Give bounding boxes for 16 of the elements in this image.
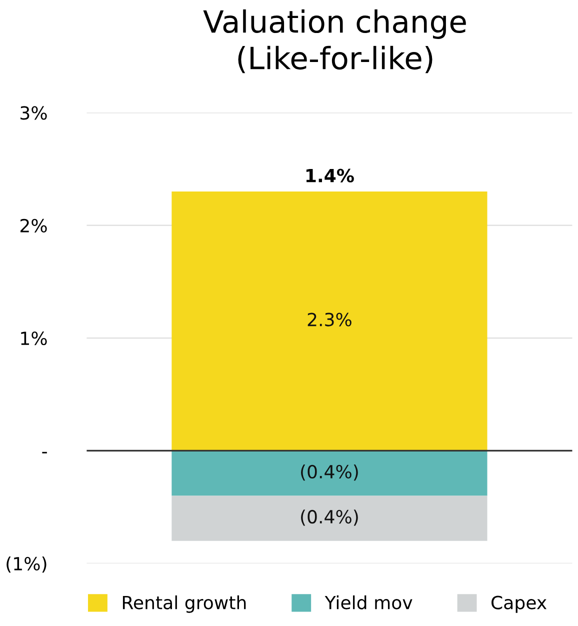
data-label: (0.4%) (301, 510, 358, 526)
legend-label: Capex (492, 596, 547, 613)
legend-label: Yield mov (324, 595, 412, 610)
data-label: 2.3% (308, 312, 352, 326)
y-tick-label: 2% (20, 218, 47, 232)
data-label: (0.4%) (301, 464, 358, 481)
bar (172, 496, 488, 541)
legend-label: Rental growth (122, 595, 246, 613)
chart-title: Valuation change (Like-for-like) (203, 9, 466, 74)
y-tick-label: 1% (21, 332, 47, 346)
y-tick-label: 3% (20, 106, 47, 120)
y-tick-label: (1%) (6, 556, 46, 573)
total-label: 1.4% (306, 168, 354, 182)
y-tick-label: - (42, 452, 47, 454)
bar (172, 450, 488, 496)
bar (172, 192, 488, 451)
